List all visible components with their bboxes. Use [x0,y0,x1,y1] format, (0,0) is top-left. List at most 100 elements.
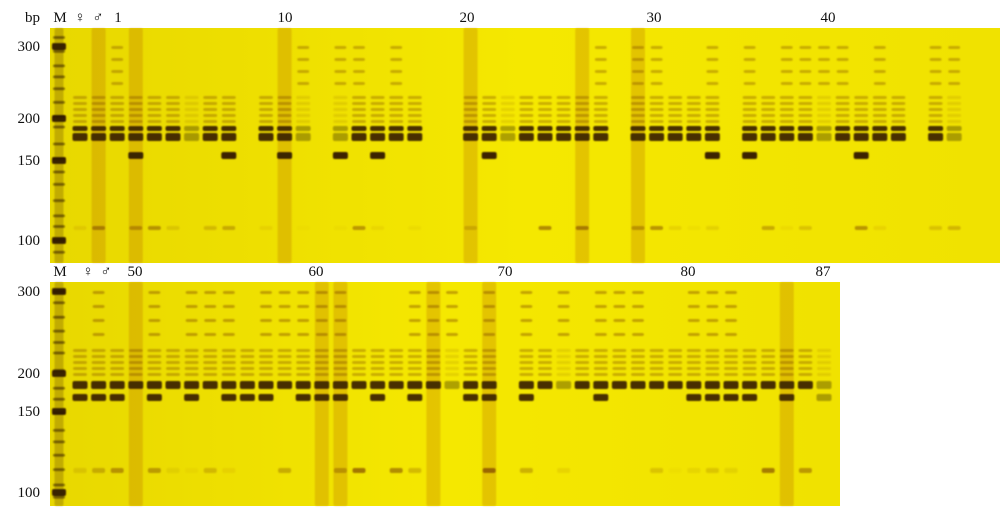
band [240,349,255,352]
band [556,126,572,131]
band [706,82,719,85]
band [91,355,106,358]
band [259,373,273,376]
band [687,333,700,336]
band [53,170,65,174]
band [556,381,572,389]
band [779,373,794,376]
band [482,468,496,473]
band [706,70,719,73]
band [835,108,850,111]
band [594,291,607,294]
band [519,102,534,105]
band [872,133,888,141]
band [92,291,105,294]
band [53,483,65,487]
band [110,102,125,105]
band [537,126,553,131]
band [128,114,143,117]
band [687,319,700,322]
band [147,226,161,230]
band [165,133,181,141]
band [72,133,88,141]
band [538,349,552,352]
band [128,126,144,131]
band [742,108,757,111]
band [52,115,66,122]
band [482,373,497,376]
band [91,102,106,105]
band [854,114,869,117]
band [593,120,608,123]
band [483,291,496,294]
band [463,361,478,364]
band [407,381,423,389]
band [353,46,365,49]
band [166,361,180,364]
band [817,361,831,364]
band [537,381,553,389]
band [593,361,608,364]
band [73,349,87,352]
band [203,349,218,352]
band [166,367,180,370]
band [333,349,348,352]
band [407,126,423,131]
band [128,133,144,141]
band [314,367,329,370]
band [649,361,664,364]
band [557,333,570,336]
band [780,226,794,230]
band [147,102,162,105]
band [481,133,497,141]
band [520,305,533,308]
band [333,355,348,358]
band [632,46,644,49]
band [147,361,162,364]
band [649,120,664,123]
band [260,291,272,294]
band [389,349,404,352]
band [407,96,422,99]
band [817,96,831,99]
band [706,319,719,322]
band [277,381,293,389]
band [613,305,626,308]
band [706,46,719,49]
band [818,46,830,49]
band [704,381,720,389]
band [128,381,144,389]
band [593,96,608,99]
band [53,125,65,129]
band [613,291,626,294]
band [705,120,720,123]
band [352,349,366,352]
band [705,355,720,358]
band [854,102,869,105]
band [632,291,644,294]
band [297,305,310,308]
band [723,394,739,401]
band [817,367,831,370]
band [277,361,292,364]
size-label: 150 [18,404,41,420]
band [389,102,404,105]
band [632,319,644,322]
band [686,108,701,111]
band [779,126,795,131]
band [686,367,701,370]
band [53,87,65,91]
band [370,349,385,352]
band [650,82,663,85]
band [612,349,627,352]
band [72,381,88,389]
band [649,367,664,370]
band [481,126,497,131]
band [221,114,236,117]
band [370,102,385,105]
bands [52,28,962,506]
band [204,319,217,322]
band [649,96,664,99]
band [91,28,106,263]
band [184,361,199,364]
